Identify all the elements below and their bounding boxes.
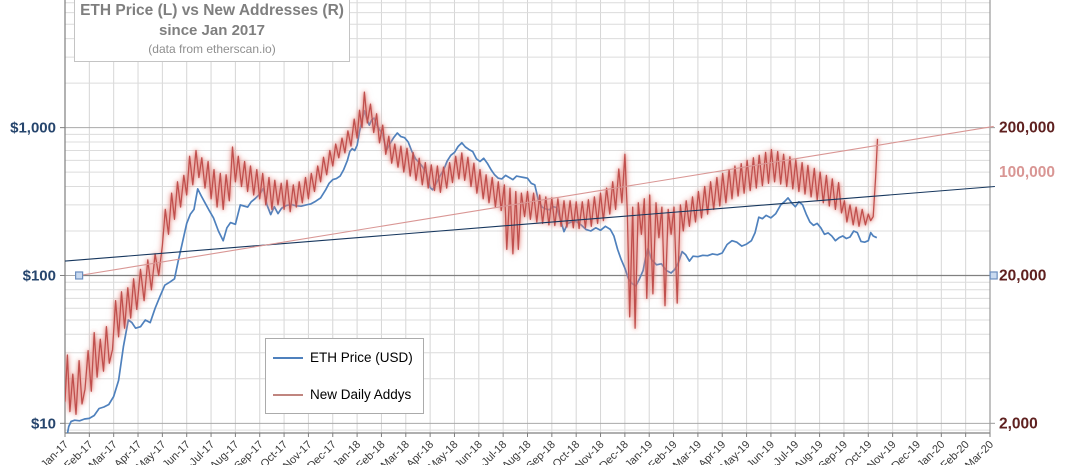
legend-item-new-daily-addys: New Daily Addys — [266, 376, 423, 413]
right-axis-label: 200,000 — [999, 120, 1055, 137]
reference-line-end-marker — [75, 271, 84, 280]
left-axis-label: $10 — [31, 415, 56, 432]
chart-title-line1: ETH Price (L) vs New Addresses (R) — [80, 2, 344, 19]
new-daily-addys-trendline — [79, 125, 994, 277]
right-axis-label: 2,000 — [999, 415, 1038, 432]
legend-item-eth-price: ETH Price (USD) — [266, 339, 423, 376]
left-axis-label: $100 — [23, 267, 56, 284]
eth-price-series-line — [66, 109, 878, 433]
legend: ETH Price (USD) New Daily Addys — [265, 338, 424, 414]
eth-price-trendline — [64, 185, 995, 262]
reference-line-end-marker — [989, 271, 998, 280]
legend-label-new-daily-addys: New Daily Addys — [310, 387, 412, 402]
eth-line-sample-icon — [273, 356, 303, 359]
left-axis-label: $1,000 — [10, 120, 56, 137]
chart-title-line2: since Jan 2017 — [159, 22, 265, 39]
chart-title-box: ETH Price (L) vs New Addresses (R) since… — [74, 0, 350, 62]
legend-label-eth-price: ETH Price (USD) — [310, 350, 413, 365]
right-axis-label: 20,000 — [999, 267, 1046, 284]
chart-title-line3: (data from etherscan.io) — [148, 42, 276, 56]
new-daily-addys-series-line — [65, 91, 879, 415]
right-axis-label: 100,000 — [999, 164, 1055, 181]
addys-line-sample-icon — [273, 393, 303, 396]
